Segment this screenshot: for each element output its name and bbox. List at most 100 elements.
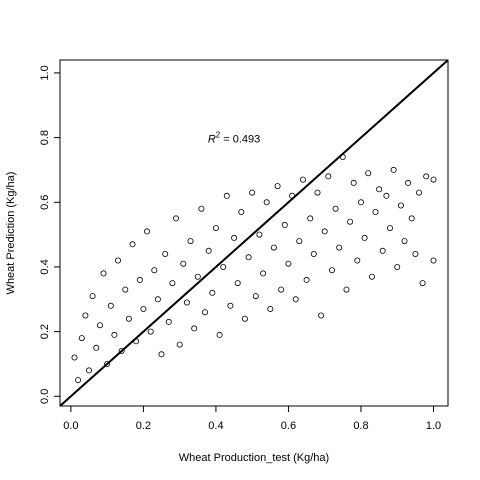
- scatter-point: [140, 305, 147, 312]
- scatter-point: [394, 263, 401, 270]
- scatter-point: [256, 231, 263, 238]
- scatter-point: [397, 202, 404, 209]
- scatter-point: [234, 280, 241, 287]
- scatter-point: [125, 315, 132, 322]
- scatter-point: [310, 250, 317, 257]
- y-tick-label: 0.0: [39, 389, 51, 404]
- scatter-point: [78, 335, 85, 342]
- scatter-point: [423, 173, 430, 180]
- scatter-point: [75, 377, 82, 384]
- scatter-point: [321, 228, 328, 235]
- scatter-point: [147, 328, 154, 335]
- scatter-point: [401, 238, 408, 245]
- x-tick-label: 1.0: [426, 420, 441, 432]
- scatter-point: [332, 205, 339, 212]
- scatter-point: [336, 244, 343, 251]
- scatter-point: [408, 215, 415, 222]
- scatter-point: [405, 179, 412, 186]
- x-tick-label: 0.2: [136, 420, 151, 432]
- scatter-point: [328, 267, 335, 274]
- r-squared-symbol: R: [208, 133, 216, 145]
- scatter-point: [194, 273, 201, 280]
- r-squared-superscript: 2: [216, 130, 221, 139]
- scatter-point: [270, 244, 277, 251]
- scatter-point: [354, 257, 361, 264]
- scatter-point: [281, 221, 288, 228]
- scatter-point: [198, 205, 205, 212]
- r-squared-annotation: R2 = 0.493: [208, 130, 260, 145]
- scatter-point: [372, 208, 379, 215]
- scatter-point: [376, 186, 383, 193]
- scatter-point: [209, 289, 216, 296]
- x-tick-label: 0.6: [281, 420, 296, 432]
- x-tick-label: 0.4: [208, 420, 223, 432]
- scatter-point: [347, 218, 354, 225]
- scatter-point: [379, 247, 386, 254]
- scatter-point: [278, 286, 285, 293]
- scatter-point: [115, 257, 122, 264]
- scatter-point: [143, 228, 150, 235]
- scatter-point: [191, 325, 198, 332]
- x-axis: 0.0 0.2 0.4 0.6 0.8 1.0: [63, 406, 441, 432]
- scatter-point: [238, 208, 245, 215]
- scatter-point: [165, 318, 172, 325]
- scatter-point: [136, 276, 143, 283]
- scatter-point: [93, 344, 100, 351]
- scatter-point: [201, 309, 208, 316]
- scatter-point: [100, 270, 107, 277]
- scatter-point: [169, 280, 176, 287]
- x-axis-title: Wheat Production_test (Kg/ha): [179, 452, 329, 464]
- y-tick-label: 0.6: [39, 195, 51, 210]
- scatter-point: [118, 347, 125, 354]
- scatter-point: [430, 257, 437, 264]
- scatter-point: [252, 293, 259, 300]
- scatter-point: [82, 312, 89, 319]
- scatter-point: [267, 305, 274, 312]
- scatter-point: [180, 260, 187, 267]
- scatter-point: [357, 199, 364, 206]
- scatter-point: [89, 293, 96, 300]
- y-tick-label: 0.8: [39, 130, 51, 145]
- scatter-point: [412, 250, 419, 257]
- scatter-point: [107, 302, 114, 309]
- scatter-point: [299, 176, 306, 183]
- scatter-point: [183, 299, 190, 306]
- r-squared-value: = 0.493: [220, 133, 260, 145]
- scatter-point: [249, 189, 256, 196]
- scatter-point: [111, 331, 118, 338]
- scatter-point: [307, 215, 314, 222]
- scatter-point: [318, 312, 325, 319]
- scatter-point: [122, 286, 129, 293]
- scatter-point: [390, 166, 397, 173]
- scatter-point: [212, 225, 219, 232]
- y-tick-label: 1.0: [39, 65, 51, 80]
- scatter-point: [415, 189, 422, 196]
- scatter-point: [71, 354, 78, 361]
- scatter-point: [368, 273, 375, 280]
- scatter-point: [361, 234, 368, 241]
- y-tick-label: 0.4: [39, 259, 51, 274]
- identity-reference-line: [60, 60, 448, 406]
- scatter-point: [162, 250, 169, 257]
- scatter-point: [241, 315, 248, 322]
- scatter-point: [303, 276, 310, 283]
- scatter-point: [220, 263, 227, 270]
- scatter-point: [419, 280, 426, 287]
- scatter-point: [386, 225, 393, 232]
- scatter-point: [216, 331, 223, 338]
- x-tick-label: 0.0: [63, 420, 78, 432]
- scatter-point: [172, 215, 179, 222]
- scatter-point: [96, 322, 103, 329]
- scatter-point: [343, 286, 350, 293]
- scatter-point: [158, 351, 165, 358]
- scatter-point: [365, 170, 372, 177]
- scatter-point: [314, 189, 321, 196]
- scatter-point: [205, 247, 212, 254]
- scatter-point: [260, 270, 267, 277]
- scatter-point: [104, 360, 111, 367]
- scatter-point: [176, 341, 183, 348]
- scatter-point: [231, 234, 238, 241]
- scatter-point: [350, 179, 357, 186]
- scatter-points: [71, 153, 437, 384]
